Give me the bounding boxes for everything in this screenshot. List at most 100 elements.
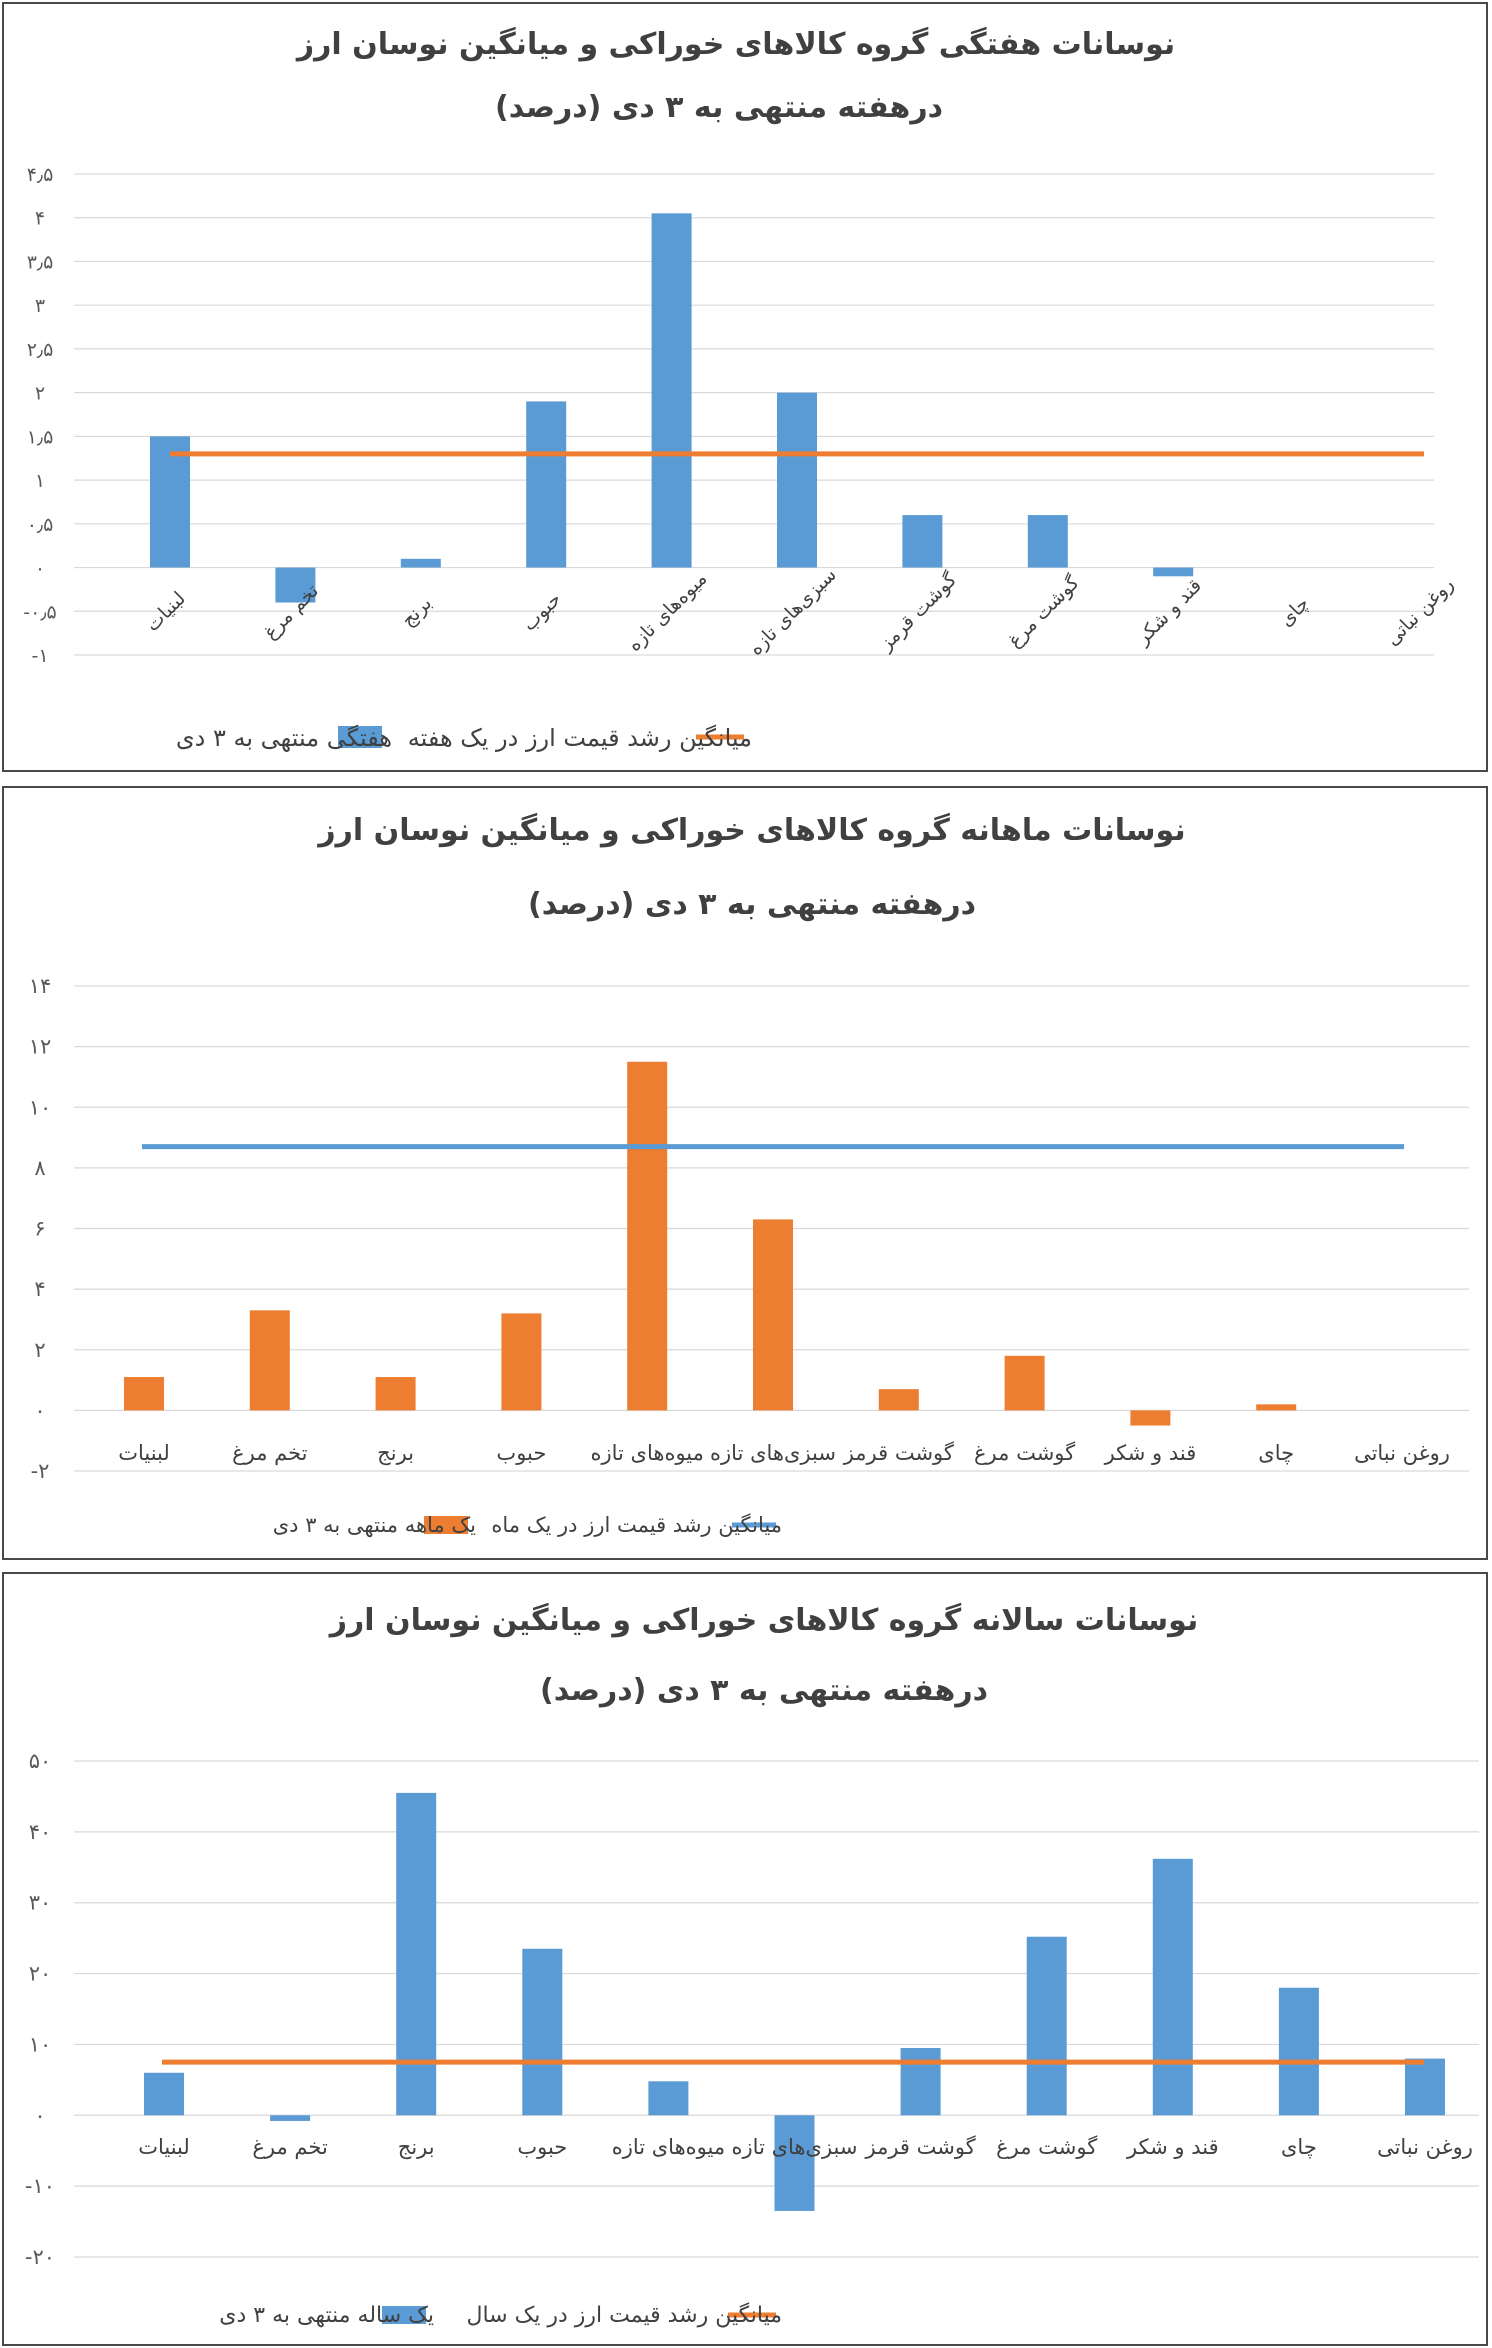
bar bbox=[400, 558, 441, 568]
x-tick-label: برنج bbox=[397, 592, 436, 631]
bar bbox=[627, 1061, 668, 1411]
y-tick-label: ۳ bbox=[35, 295, 45, 317]
bar bbox=[1152, 1858, 1193, 2116]
bar bbox=[774, 2115, 815, 2211]
y-tick-label: ۲ bbox=[34, 1338, 45, 1362]
bar bbox=[651, 213, 692, 568]
legend-bar-label: هفتگی منتهی به ۳ دی bbox=[176, 724, 392, 752]
bar bbox=[1278, 1987, 1319, 2116]
x-tick-label: قند و شکر bbox=[1126, 2135, 1219, 2159]
x-tick-label: لبنیات bbox=[118, 1441, 170, 1465]
y-tick-label: ۸ bbox=[34, 1156, 45, 1180]
x-tick-label: گوشت قرمز bbox=[864, 2135, 975, 2159]
bar bbox=[526, 401, 567, 568]
bars bbox=[124, 1061, 1297, 1426]
y-tick-label: ۰ bbox=[34, 2103, 45, 2127]
bar bbox=[396, 1792, 437, 2116]
bar bbox=[249, 1310, 290, 1411]
y-tick-label: ۰٫۵ bbox=[27, 514, 54, 536]
bar bbox=[777, 392, 817, 568]
bar bbox=[522, 1948, 563, 2116]
x-tick-label: حبوب bbox=[496, 1441, 546, 1465]
x-tick-label: چای bbox=[1258, 1441, 1294, 1465]
x-axis-labels: لبنیات تخم مرغ برنج حبوب میوه‌های تازه سبزی‌ه… bbox=[118, 1441, 1450, 1466]
chart-title: نوسانات ماهانه گروه کالاهای خوراکی و میا… bbox=[316, 812, 1185, 848]
bar bbox=[753, 1219, 793, 1411]
x-tick-label: میوه‌های تازه bbox=[612, 2135, 725, 2159]
bar bbox=[1153, 567, 1194, 577]
y-tick-label: ۴ bbox=[35, 208, 45, 230]
x-tick-label: میوه‌های تازه bbox=[590, 1441, 703, 1465]
chart-subtitle: درهفته منتهی به ۳ دی (درصد) bbox=[495, 90, 943, 125]
bar bbox=[270, 2115, 311, 2121]
bar bbox=[275, 567, 316, 603]
y-tick-label: ۱۴ bbox=[29, 974, 52, 998]
x-tick-label: برنج bbox=[377, 1441, 414, 1465]
x-tick-label: سبزی‌های تازه bbox=[710, 1441, 836, 1465]
bar bbox=[1256, 1404, 1297, 1411]
legend-bar-label: یک ساله منتهی به ۳ دی bbox=[219, 2303, 434, 2328]
yearly-chart: نوسانات سالانه گروه کالاهای خوراکی و میا… bbox=[25, 1602, 1479, 2328]
y-tick-label: -۰٫۵ bbox=[23, 601, 56, 623]
y-tick-label: -۱ bbox=[31, 645, 48, 667]
y-tick-label: ۴ bbox=[34, 1277, 45, 1301]
bars bbox=[144, 1792, 1445, 2211]
bar bbox=[902, 515, 943, 568]
bar bbox=[375, 1377, 416, 1411]
y-tick-label: -۲ bbox=[31, 1459, 50, 1483]
bar bbox=[1027, 515, 1068, 568]
bar bbox=[1405, 2058, 1445, 2116]
y-tick-label: -۲۰ bbox=[25, 2245, 55, 2269]
y-tick-label: ۳٫۵ bbox=[27, 251, 54, 273]
y-tick-label: ۱۰ bbox=[29, 1095, 52, 1119]
y-tick-label: ۳۰ bbox=[29, 1891, 52, 1915]
weekly-chart: نوسانات هفتگی گروه کالاهای خوراکی و میان… bbox=[23, 26, 1458, 752]
bars bbox=[150, 213, 1194, 603]
legend-line-label: میانگین رشد قیمت ارز در یک ماه bbox=[491, 1513, 782, 1537]
y-tick-label: ۱۲ bbox=[29, 1035, 52, 1059]
y-tick-label: ۶ bbox=[34, 1217, 45, 1241]
bar bbox=[501, 1313, 542, 1411]
y-tick-label: ۲٫۵ bbox=[27, 339, 54, 361]
legend: یک ماهه منتهی به ۳ دی میانگین رشد قیمت ا… bbox=[273, 1513, 782, 1537]
x-tick-label: تخم مرغ bbox=[232, 1441, 308, 1466]
legend-bar-swatch bbox=[338, 726, 382, 748]
y-tick-label: ۱ bbox=[35, 470, 45, 492]
y-axis: -۲۰ -۱۰ ۰ ۱۰ ۲۰ ۳۰ ۴۰ ۵۰ bbox=[25, 1749, 55, 2269]
y-tick-label: ۲۰ bbox=[29, 1962, 52, 1986]
bar bbox=[124, 1377, 164, 1411]
x-tick-label: قند و شکر bbox=[1104, 1441, 1197, 1465]
chart-title: نوسانات هفتگی گروه کالاهای خوراکی و میان… bbox=[295, 26, 1175, 62]
bar bbox=[1130, 1410, 1171, 1426]
y-tick-label: ۰ bbox=[34, 1398, 45, 1422]
bar bbox=[150, 436, 190, 568]
bar bbox=[1026, 1936, 1067, 2116]
x-tick-label: حبوب bbox=[517, 2135, 567, 2159]
x-tick-label: روغن نباتی bbox=[1354, 1441, 1450, 1465]
x-tick-label: سبزی‌های تازه bbox=[732, 2135, 858, 2159]
y-tick-label: ۱٫۵ bbox=[27, 426, 54, 448]
y-axis: -۲ ۰ ۲ ۴ ۶ ۸ ۱۰ ۱۲ ۱۴ bbox=[29, 974, 52, 1483]
monthly-chart: نوسانات ماهانه گروه کالاهای خوراکی و میا… bbox=[29, 812, 1469, 1537]
bar bbox=[900, 2047, 941, 2116]
x-tick-label: گوشت قرمز bbox=[843, 1441, 954, 1465]
legend-line-label: میانگین رشد قیمت ارز در یک هفته bbox=[408, 724, 752, 752]
bar bbox=[648, 2081, 689, 2116]
yearly-chart-panel: نوسانات سالانه گروه کالاهای خوراکی و میا… bbox=[2, 1572, 1488, 2346]
y-tick-label: ۴۰ bbox=[29, 1820, 52, 1844]
x-tick-label: تخم مرغ bbox=[252, 2135, 328, 2160]
weekly-chart-panel: نوسانات هفتگی گروه کالاهای خوراکی و میان… bbox=[2, 2, 1488, 772]
y-tick-label: ۲ bbox=[35, 383, 45, 405]
x-tick-label: قند و شکر bbox=[1131, 575, 1206, 650]
legend: هفتگی منتهی به ۳ دی میانگین رشد قیمت ارز… bbox=[176, 724, 752, 752]
legend: یک ساله منتهی به ۳ دی میانگین رشد قیمت ا… bbox=[219, 2302, 782, 2328]
x-tick-label: چای bbox=[1281, 2135, 1317, 2159]
x-tick-label: روغن نباتی bbox=[1377, 2135, 1473, 2159]
bar bbox=[1004, 1355, 1045, 1411]
chart-subtitle: درهفته منتهی به ۳ دی (درصد) bbox=[528, 887, 976, 922]
x-axis-labels: لبنیات تخم مرغ برنج حبوب میوه‌های تازه سبزی‌ه… bbox=[138, 2135, 1473, 2160]
y-tick-label: ۰ bbox=[35, 558, 45, 580]
chart-title: نوسانات سالانه گروه کالاهای خوراکی و میا… bbox=[328, 1602, 1198, 1638]
x-tick-label: گوشت مرغ bbox=[996, 2135, 1097, 2159]
x-tick-label: چای bbox=[1275, 593, 1313, 631]
